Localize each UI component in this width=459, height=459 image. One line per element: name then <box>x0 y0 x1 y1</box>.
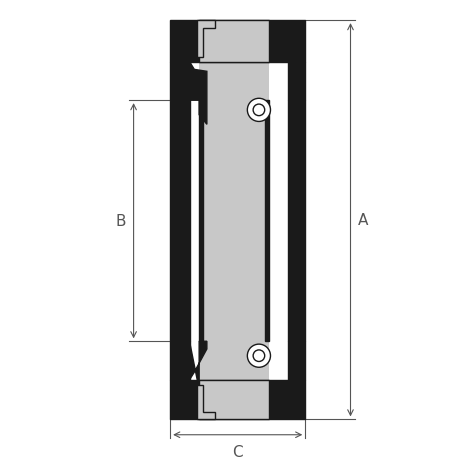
Circle shape <box>252 105 264 117</box>
Polygon shape <box>170 21 304 62</box>
Polygon shape <box>170 380 304 420</box>
Polygon shape <box>287 62 304 101</box>
Polygon shape <box>199 380 268 420</box>
Polygon shape <box>170 341 189 380</box>
Polygon shape <box>170 62 189 101</box>
Circle shape <box>247 99 270 122</box>
Bar <box>264 101 268 341</box>
Bar <box>199 101 202 341</box>
Text: A: A <box>358 213 368 228</box>
Circle shape <box>252 350 264 362</box>
Text: B: B <box>115 214 126 229</box>
Polygon shape <box>189 341 207 390</box>
Text: C: C <box>232 444 242 459</box>
Bar <box>287 101 304 341</box>
Bar <box>199 21 268 420</box>
Bar <box>170 101 189 341</box>
Polygon shape <box>287 341 304 380</box>
Polygon shape <box>199 21 268 62</box>
Circle shape <box>247 344 270 368</box>
Polygon shape <box>197 21 214 58</box>
Polygon shape <box>189 62 207 125</box>
Polygon shape <box>197 385 214 420</box>
